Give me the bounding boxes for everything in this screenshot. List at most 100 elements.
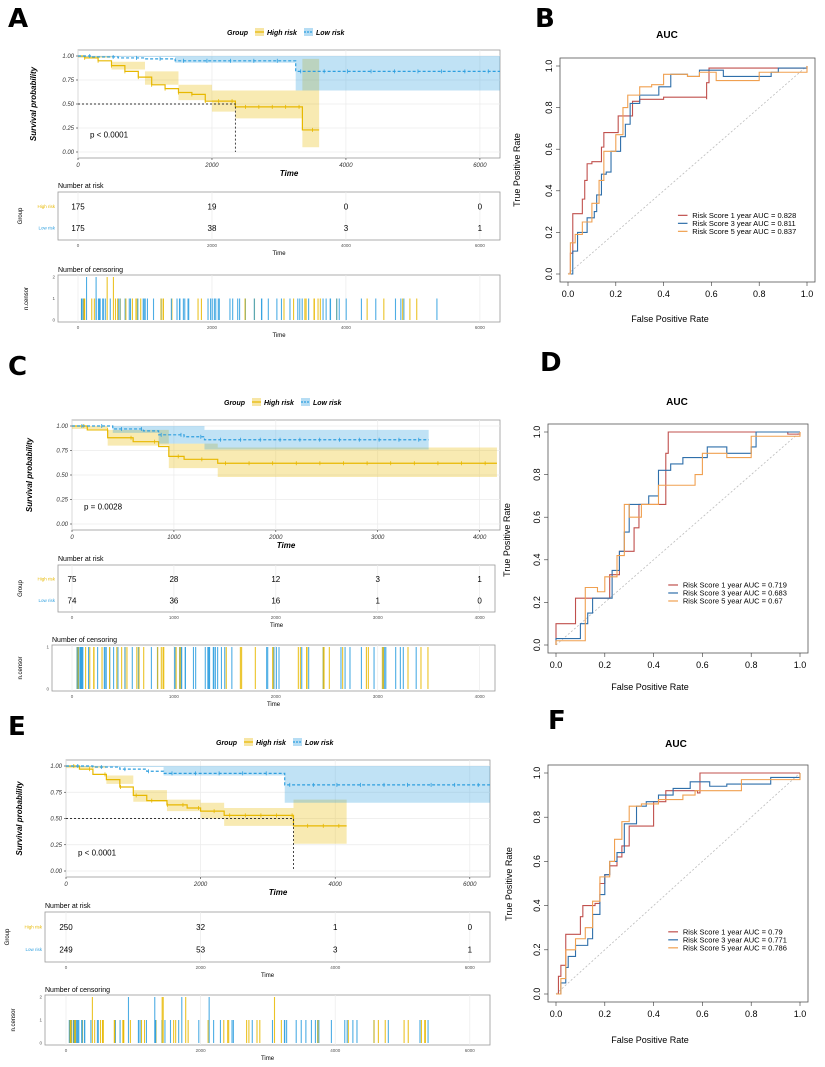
risk-x-tick-label: 0: [77, 243, 80, 248]
legend: Group High risk Low risk: [227, 28, 346, 37]
risk-row-label: High risk: [37, 577, 55, 582]
risk-count: 1: [477, 575, 482, 584]
risk-table-area: [44, 911, 491, 963]
risk-count: 250: [59, 923, 73, 932]
risk-x-tick-label: 4000: [475, 615, 486, 620]
diagonal-reference-line: [555, 772, 801, 995]
x-tick-label: 0.2: [610, 289, 623, 299]
y-tick-label: 1.0: [532, 767, 542, 780]
risk-x-axis-title: Time: [272, 251, 286, 257]
risk-x-tick-label: 6000: [475, 243, 486, 248]
censor-x-tick-label: 4000: [330, 1048, 341, 1053]
risk-row-label: Low risk: [38, 598, 55, 603]
censor-y-tick-label: 0: [39, 1041, 42, 1046]
y-tick-label: 0.2: [544, 226, 554, 239]
x-tick-label: 0: [76, 163, 80, 169]
risk-count: 0: [477, 596, 482, 605]
x-tick-label: 0.8: [745, 1009, 758, 1019]
risk-x-axis-title: Time: [270, 623, 284, 629]
x-tick-label: 4000: [329, 882, 343, 888]
risk-x-tick-label: 3000: [373, 615, 384, 620]
censor-y-axis-title: n.censor: [24, 287, 30, 310]
legend-label-5-year: Risk Score 5 year AUC = 0.786: [683, 943, 787, 952]
y-tick-label: 0.2: [532, 596, 542, 609]
risk-y-axis-title: Group: [18, 580, 24, 597]
y-axis-title: True Positive Rate: [502, 503, 512, 577]
risk-x-tick-label: 2000: [196, 965, 207, 970]
censor-plot-title: Number of censoring: [58, 267, 123, 274]
panel-label-c: C: [8, 352, 28, 382]
legend-label-1-year: Risk Score 1 year AUC = 0.719: [683, 580, 787, 589]
survival-curve-high-risk: [78, 55, 320, 131]
risk-count: 16: [271, 596, 280, 605]
x-tick-label: 6000: [463, 882, 477, 888]
p-value: p < 0.0001: [90, 131, 129, 140]
y-tick-label: 0.0: [532, 639, 542, 652]
risk-x-tick-label: 0: [65, 965, 68, 970]
censor-x-tick-label: 0: [71, 694, 74, 699]
risk-count: 175: [71, 202, 85, 211]
y-tick-label: 0.6: [532, 855, 542, 868]
x-tick-label: 0.6: [705, 289, 718, 299]
censor-y-tick-label: 1: [46, 645, 49, 650]
risk-count: 249: [59, 946, 73, 955]
x-tick-label: 4000: [473, 535, 487, 541]
panel-label-e: E: [8, 712, 26, 742]
km-chart-c: Group High risk Low risk 0 1 0 0 0 2000 3000 4000 0…: [18, 398, 501, 708]
x-tick-label: 0.6: [696, 660, 709, 670]
x-tick-label: 2000: [204, 163, 219, 169]
risk-count: 36: [169, 596, 178, 605]
x-tick-label: 3000: [371, 535, 385, 541]
censor-plot-area: [44, 994, 491, 1046]
censor-x-tick-label: 3000: [373, 694, 384, 699]
y-tick-label: 0.75: [50, 790, 62, 796]
y-tick-label: 0.4: [544, 185, 554, 198]
ci-band-high-risk: [78, 56, 320, 148]
risk-count: 3: [333, 946, 338, 955]
y-tick-label: 0.75: [62, 78, 74, 84]
censor-x-tick-label: 4000: [475, 694, 486, 699]
x-tick-label: 1.0: [794, 660, 807, 670]
x-tick-label: 0: [64, 882, 68, 888]
risk-x-axis-title: Time: [261, 973, 275, 979]
roc-title: AUC: [656, 30, 678, 41]
y-tick-label: 1.00: [50, 764, 62, 770]
roc-title: AUC: [665, 739, 687, 750]
legend-label-3-year: Risk Score 3 year AUC = 0.683: [683, 588, 787, 597]
legend-label-low-risk: Low risk: [313, 400, 343, 407]
risk-x-tick-label: 2000: [271, 615, 282, 620]
y-tick-label: 0.00: [62, 150, 74, 156]
censor-y-axis-title: n.censor: [18, 656, 24, 679]
legend-title: Group: [224, 400, 246, 407]
legend-label-low-risk: Low risk: [305, 740, 335, 747]
x-axis-title: Time: [277, 541, 296, 550]
x-tick-label: 4000: [339, 163, 353, 169]
legend-label-1-year: Risk Score 1 year AUC = 0.79: [683, 927, 783, 936]
x-tick-label: 2000: [193, 882, 208, 888]
y-tick-label: 0.8: [532, 811, 542, 824]
x-axis-title: False Positive Rate: [631, 314, 709, 324]
risk-x-tick-label: 0: [71, 615, 74, 620]
y-tick-label: 1.0: [544, 60, 554, 73]
censor-x-tick-label: 6000: [465, 1048, 476, 1053]
risk-count: 1: [478, 224, 483, 233]
y-tick-label: 0.25: [50, 843, 62, 849]
roc-curve-5-year: [556, 773, 801, 995]
censor-plot-title: Number of censoring: [52, 637, 117, 644]
risk-x-tick-label: 2000: [207, 243, 218, 248]
y-tick-label: 0.50: [56, 473, 68, 479]
x-tick-label: 0.8: [745, 660, 758, 670]
censor-x-tick-label: 6000: [475, 325, 486, 330]
x-axis-title: Time: [280, 169, 299, 178]
y-tick-label: 0.8: [532, 468, 542, 481]
censor-x-tick-label: 2000: [271, 694, 282, 699]
risk-table-area: [57, 191, 501, 241]
risk-count: 0: [468, 923, 473, 932]
risk-count: 12: [271, 575, 280, 584]
x-tick-label: 1.0: [794, 1009, 807, 1019]
roc-curve-1-year: [568, 66, 808, 275]
x-tick-label: 0: [70, 535, 74, 541]
censor-y-tick-label: 1: [52, 296, 55, 301]
risk-y-axis-title: Group: [5, 928, 11, 945]
